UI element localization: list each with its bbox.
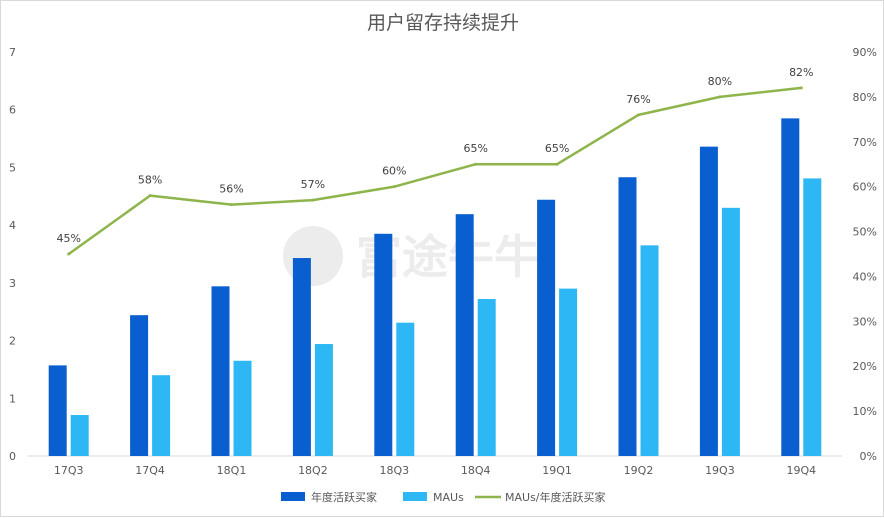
legend-swatch (281, 492, 305, 501)
line-series: 45% 58% 56% 57% 60% 65% 65% 76% 80% 82% (56, 66, 814, 256)
x-tick-label: 18Q3 (379, 464, 409, 477)
ratio-point (718, 95, 722, 99)
ratio-data-label: 58% (138, 174, 162, 187)
right-tick-label: 40% (853, 270, 877, 283)
ratio-data-label: 56% (219, 183, 243, 196)
bar-annual-active-buyers (455, 214, 474, 456)
ratio-data-label: 60% (382, 165, 406, 178)
bar-maus (233, 360, 252, 456)
left-tick-label: 6 (9, 104, 16, 117)
ratio-point (148, 194, 152, 198)
ratio-point (799, 86, 803, 90)
watermark: 富途牛牛 (283, 226, 540, 286)
x-tick-label: 17Q4 (135, 464, 165, 477)
ratio-line (67, 86, 802, 256)
ratio-data-label: 65% (463, 142, 487, 155)
x-tick-label: 18Q2 (298, 464, 328, 477)
right-tick-label: 50% (853, 226, 877, 239)
left-tick-label: 5 (9, 161, 16, 174)
ratio-data-label: 57% (301, 178, 325, 191)
ratio-data-label: 82% (789, 66, 813, 79)
ratio-point (637, 113, 640, 117)
bar-maus (721, 207, 740, 456)
ratio-data-label: 76% (626, 93, 650, 106)
bar-annual-active-buyers (48, 365, 67, 456)
bar-maus (70, 415, 89, 456)
x-tick-label: 17Q3 (54, 464, 84, 477)
chart-title: 用户留存持续提升 (367, 12, 519, 34)
left-tick-label: 3 (9, 277, 16, 290)
bar-maus (559, 288, 578, 456)
bar-maus (314, 344, 333, 456)
bar-annual-active-buyers (211, 286, 230, 456)
bar-annual-active-buyers (292, 258, 311, 456)
right-axis-ticks: 0% 10% 20% 30% 40% 50% 60% 70% 80% 90% (853, 46, 877, 463)
ratio-data-label: 80% (708, 75, 732, 88)
x-tick-label: 19Q3 (705, 464, 735, 477)
bar-annual-active-buyers (699, 146, 718, 456)
bar-maus (640, 245, 659, 456)
right-tick-label: 20% (853, 360, 877, 373)
legend-label: 年度活跃买家 (311, 490, 377, 504)
left-tick-label: 7 (9, 46, 16, 59)
left-tick-label: 2 (9, 335, 16, 348)
ratio-point (230, 203, 233, 207)
bar-maus (477, 299, 496, 456)
left-tick-label: 4 (9, 219, 16, 232)
right-tick-label: 60% (853, 181, 877, 194)
right-tick-label: 30% (853, 315, 877, 328)
bar-annual-active-buyers (130, 315, 149, 456)
ratio-point (555, 162, 559, 166)
x-tick-label: 18Q1 (217, 464, 247, 477)
legend: 年度活跃买家 MAUs MAUs/年度活跃买家 (281, 490, 606, 504)
legend-label: MAUs (433, 491, 464, 504)
ratio-data-label: 65% (545, 142, 569, 155)
left-axis-ticks: 0 1 2 3 4 5 6 7 (9, 46, 16, 463)
legend-label: MAUs/年度活跃买家 (505, 490, 606, 504)
bar-annual-active-buyers (537, 199, 556, 456)
right-tick-label: 0% (860, 450, 877, 463)
ratio-point (67, 252, 71, 256)
x-tick-label: 19Q1 (542, 464, 572, 477)
right-tick-label: 80% (853, 91, 877, 104)
x-axis: 17Q3 17Q4 18Q1 18Q2 18Q3 18Q4 19Q1 19Q2 19Q3 19Q4 (28, 455, 842, 477)
bars (48, 118, 822, 457)
bar-maus (396, 322, 415, 456)
watermark-logo-icon (283, 226, 343, 286)
left-tick-label: 0 (9, 450, 16, 463)
right-tick-label: 90% (853, 46, 877, 59)
bar-annual-active-buyers (374, 233, 393, 456)
bar-maus (152, 375, 171, 456)
bar-annual-active-buyers (618, 177, 637, 457)
right-tick-label: 10% (853, 405, 877, 418)
left-tick-label: 1 (9, 392, 16, 405)
ratio-point (311, 198, 315, 202)
x-tick-label: 19Q2 (624, 464, 654, 477)
x-tick-label: 18Q4 (461, 464, 491, 477)
ratio-point (392, 185, 396, 189)
legend-swatch (403, 492, 427, 501)
bar-maus (803, 178, 822, 456)
right-tick-label: 70% (853, 136, 877, 149)
ratio-point (474, 162, 478, 166)
bar-annual-active-buyers (781, 118, 800, 456)
ratio-data-label: 45% (56, 232, 80, 245)
x-tick-label: 19Q4 (786, 464, 816, 477)
